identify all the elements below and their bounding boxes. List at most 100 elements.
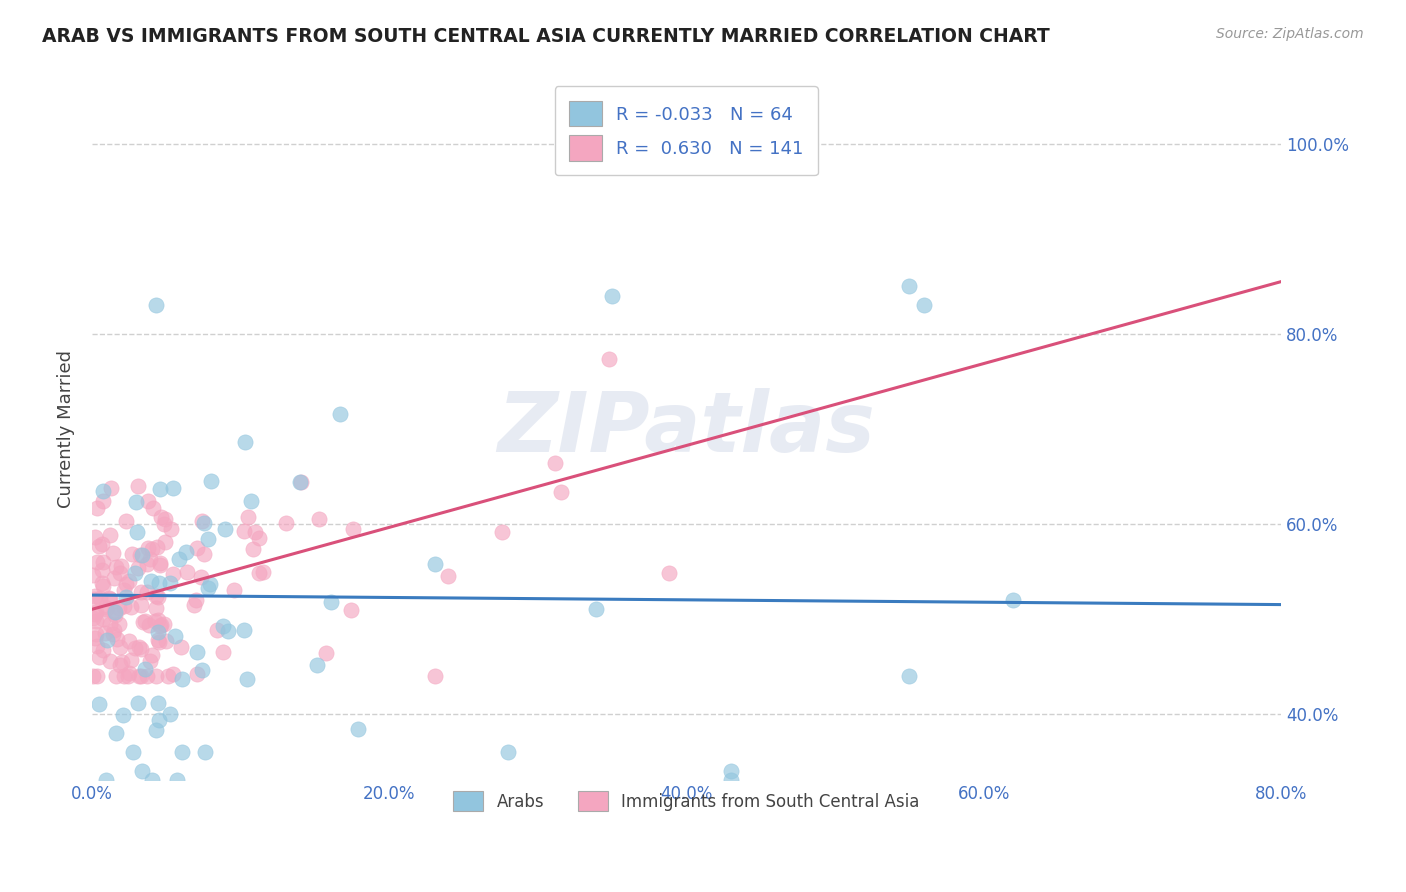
Text: Source: ZipAtlas.com: Source: ZipAtlas.com bbox=[1216, 27, 1364, 41]
Point bbox=[176, 565, 198, 579]
Point bbox=[159, 575, 181, 590]
Point bbox=[214, 522, 236, 536]
Point bbox=[134, 614, 156, 628]
Point bbox=[136, 541, 159, 556]
Point bbox=[247, 532, 270, 546]
Point bbox=[94, 602, 117, 616]
Point bbox=[197, 532, 219, 546]
Point bbox=[153, 517, 176, 532]
Point bbox=[121, 547, 143, 561]
Point bbox=[252, 565, 274, 579]
Point bbox=[111, 708, 134, 723]
Point bbox=[90, 576, 112, 591]
Point bbox=[115, 577, 138, 591]
Point bbox=[108, 566, 131, 580]
Point bbox=[423, 557, 446, 571]
Point bbox=[149, 558, 172, 572]
Point bbox=[138, 617, 160, 632]
Point bbox=[83, 591, 105, 606]
Point bbox=[129, 585, 152, 599]
Point bbox=[315, 647, 337, 661]
Point bbox=[118, 665, 141, 680]
Y-axis label: Currently Married: Currently Married bbox=[58, 350, 75, 508]
Point bbox=[103, 627, 125, 641]
Point bbox=[108, 640, 131, 655]
Point bbox=[93, 611, 115, 625]
Point bbox=[236, 672, 259, 686]
Point bbox=[138, 552, 160, 566]
Point bbox=[149, 556, 172, 570]
Point bbox=[146, 591, 169, 605]
Point bbox=[86, 555, 108, 569]
Point bbox=[145, 723, 167, 737]
Point bbox=[141, 648, 163, 662]
Point bbox=[146, 624, 169, 639]
Point bbox=[104, 726, 127, 740]
Point bbox=[149, 618, 172, 632]
Point bbox=[105, 669, 128, 683]
Point bbox=[84, 631, 107, 645]
Point bbox=[148, 632, 170, 647]
Point bbox=[155, 511, 177, 525]
Point bbox=[82, 611, 104, 625]
Point bbox=[166, 773, 188, 788]
Point bbox=[127, 696, 149, 710]
Point bbox=[97, 591, 120, 605]
Point bbox=[115, 514, 138, 528]
Point bbox=[898, 279, 921, 293]
Point bbox=[131, 764, 153, 778]
Point bbox=[1002, 592, 1025, 607]
Point bbox=[245, 524, 267, 539]
Point bbox=[186, 541, 208, 555]
Point bbox=[186, 645, 208, 659]
Point bbox=[288, 475, 311, 489]
Point bbox=[91, 555, 114, 569]
Point bbox=[100, 481, 122, 495]
Point bbox=[305, 658, 328, 673]
Point bbox=[82, 669, 104, 683]
Point bbox=[129, 599, 152, 613]
Point bbox=[155, 634, 177, 648]
Point bbox=[423, 669, 446, 683]
Point bbox=[217, 624, 239, 639]
Point bbox=[111, 655, 134, 669]
Point bbox=[145, 601, 167, 615]
Point bbox=[145, 540, 167, 554]
Point bbox=[112, 669, 135, 683]
Point bbox=[83, 589, 105, 603]
Point bbox=[142, 501, 165, 516]
Point bbox=[86, 669, 108, 683]
Point bbox=[84, 627, 107, 641]
Point bbox=[598, 352, 620, 367]
Point bbox=[222, 582, 245, 597]
Point bbox=[108, 616, 131, 631]
Point bbox=[94, 626, 117, 640]
Point bbox=[94, 600, 117, 615]
Point bbox=[148, 575, 170, 590]
Text: ARAB VS IMMIGRANTS FROM SOUTH CENTRAL ASIA CURRENTLY MARRIED CORRELATION CHART: ARAB VS IMMIGRANTS FROM SOUTH CENTRAL AS… bbox=[42, 27, 1050, 45]
Point bbox=[108, 657, 131, 672]
Point bbox=[162, 481, 184, 495]
Point bbox=[129, 642, 152, 657]
Point bbox=[98, 591, 121, 606]
Point bbox=[183, 599, 205, 613]
Point bbox=[135, 584, 157, 599]
Point bbox=[91, 579, 114, 593]
Point bbox=[135, 558, 157, 572]
Point bbox=[103, 571, 125, 585]
Point bbox=[148, 634, 170, 648]
Point bbox=[329, 407, 352, 421]
Point bbox=[200, 474, 222, 488]
Point bbox=[118, 633, 141, 648]
Point bbox=[242, 541, 264, 556]
Point bbox=[544, 456, 567, 470]
Point bbox=[134, 662, 156, 676]
Point bbox=[172, 745, 194, 759]
Point bbox=[141, 542, 163, 557]
Point bbox=[898, 669, 921, 683]
Point bbox=[148, 713, 170, 727]
Point bbox=[149, 509, 172, 524]
Point bbox=[720, 773, 742, 788]
Point bbox=[131, 549, 153, 563]
Point bbox=[107, 601, 129, 615]
